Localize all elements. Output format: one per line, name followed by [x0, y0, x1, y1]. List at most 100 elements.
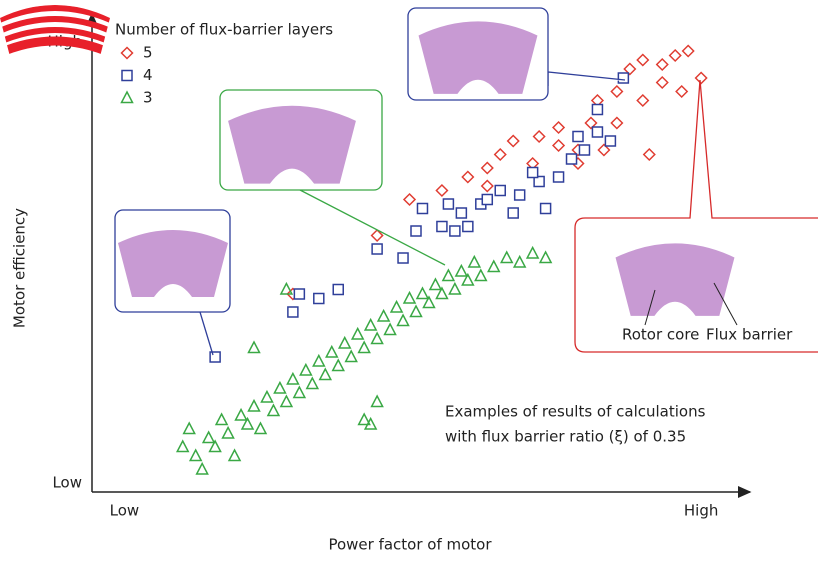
y-tick-label: Low [52, 474, 82, 492]
annotation: Examples of results of calculations [445, 403, 706, 421]
point [443, 199, 453, 209]
point [515, 190, 525, 200]
point [469, 257, 480, 268]
legend-marker [122, 48, 133, 59]
point [579, 145, 589, 155]
point [249, 342, 260, 353]
point [618, 73, 628, 83]
point [184, 423, 195, 434]
rotor-label: Rotor core [622, 326, 699, 344]
point [372, 333, 383, 344]
point [534, 131, 545, 142]
point [346, 351, 357, 362]
point [359, 342, 370, 353]
point [553, 140, 564, 151]
point [210, 352, 220, 362]
point [443, 270, 454, 281]
point [333, 285, 343, 295]
inset-5 [408, 8, 625, 100]
point [495, 186, 505, 196]
legend-label: 3 [143, 89, 153, 107]
point [541, 204, 551, 214]
point [554, 172, 564, 182]
legend-marker [122, 92, 133, 103]
point [398, 253, 408, 263]
point [294, 387, 305, 398]
point [223, 428, 234, 439]
point [456, 208, 466, 218]
point [611, 118, 622, 129]
point [398, 315, 409, 326]
point [573, 132, 583, 142]
point [592, 127, 602, 137]
point [300, 365, 311, 376]
legend-label: 5 [143, 44, 153, 62]
point [463, 222, 473, 232]
point [255, 423, 266, 434]
point [411, 226, 421, 236]
point [437, 222, 447, 232]
point [281, 284, 292, 295]
point [456, 266, 467, 277]
point [216, 414, 227, 425]
point [411, 306, 422, 317]
point [203, 432, 214, 443]
point [339, 338, 350, 349]
point [197, 464, 208, 475]
point [482, 195, 492, 205]
point [488, 261, 499, 272]
point [391, 302, 402, 313]
x-axis-title: Power factor of motor [328, 536, 492, 554]
point [540, 252, 551, 263]
point [288, 307, 298, 317]
point [514, 257, 525, 268]
x-tick-label: High [684, 502, 718, 520]
point [417, 204, 427, 214]
point [657, 77, 668, 88]
inset-3 [220, 90, 445, 265]
point [644, 149, 655, 160]
point [637, 95, 648, 106]
inset-rotor: Rotor core Flux barrier [575, 80, 818, 352]
point [287, 374, 298, 385]
point [190, 450, 201, 461]
chart: Power factor of motor Motor efficiency N… [0, 0, 818, 559]
point [313, 356, 324, 367]
point [657, 59, 668, 70]
point [314, 294, 324, 304]
point [495, 149, 506, 160]
point [637, 55, 648, 66]
point [320, 369, 331, 380]
point [553, 122, 564, 133]
point [404, 293, 415, 304]
point [281, 396, 292, 407]
point [365, 320, 376, 331]
point [482, 181, 493, 192]
point [352, 329, 363, 340]
point [307, 378, 318, 389]
point [294, 289, 304, 299]
legend-title: Number of flux-barrier layers [115, 21, 333, 39]
point [592, 105, 602, 115]
point [508, 208, 518, 218]
point [372, 396, 383, 407]
point [404, 194, 415, 205]
point [527, 248, 538, 259]
point [611, 86, 622, 97]
point [482, 163, 493, 174]
point [430, 279, 441, 290]
point [261, 392, 272, 403]
annotation: with flux barrier ratio (ξ) of 0.35 [445, 428, 686, 446]
point [683, 46, 694, 57]
point [249, 401, 260, 412]
point [605, 136, 615, 146]
point [274, 383, 285, 394]
point [676, 86, 687, 97]
point [268, 405, 279, 416]
point [475, 270, 486, 281]
point [177, 441, 188, 452]
point [385, 324, 396, 335]
point [229, 450, 240, 461]
point [670, 50, 681, 61]
rotor-label: Flux barrier [706, 326, 793, 344]
